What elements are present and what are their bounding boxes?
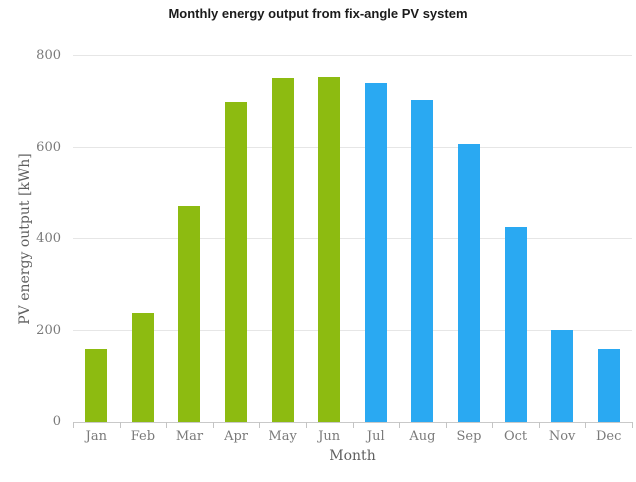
x-axis-boundary-tick <box>585 422 587 428</box>
x-axis-boundary-tick <box>492 422 494 428</box>
bar-jan <box>85 348 108 422</box>
x-tick-label-may: May <box>268 429 297 444</box>
bar-oct <box>504 227 527 422</box>
y-tick-label-400: 400 <box>36 231 61 246</box>
bar-feb <box>131 313 154 422</box>
x-axis-boundary-tick <box>259 422 261 428</box>
gridline-400 <box>73 238 632 239</box>
y-tick-label-0: 0 <box>52 414 61 429</box>
x-tick-label-apr: Apr <box>224 429 248 444</box>
x-tick-label-jun: Jun <box>318 429 341 444</box>
x-axis-boundary-tick <box>73 422 74 428</box>
bar-sep <box>457 143 480 422</box>
x-tick-label-sep: Sep <box>456 429 482 444</box>
gridline-200 <box>73 329 632 331</box>
bar-dec <box>597 348 620 422</box>
chart-title: Monthly energy output from fix-angle PV … <box>168 6 468 21</box>
gridline-800 <box>73 55 632 56</box>
x-axis-boundary-tick <box>119 422 121 428</box>
plot-area <box>73 55 633 428</box>
x-tick-label-mar: Mar <box>175 429 204 444</box>
x-tick-label-nov: Nov <box>548 429 576 444</box>
x-axis-boundary-tick <box>305 422 307 428</box>
x-axis-boundary-tick <box>445 422 447 428</box>
bar-may <box>271 78 294 422</box>
x-axis-boundary-tick <box>399 422 401 428</box>
x-axis-boundary-tick <box>212 422 214 428</box>
y-tick-label-800: 800 <box>36 48 61 63</box>
x-tick-label-aug: Aug <box>409 429 436 444</box>
x-axis-boundary-tick <box>538 422 540 428</box>
bar-nov <box>551 329 574 422</box>
x-axis-boundary-tick <box>166 422 168 428</box>
x-axis-boundary-tick <box>632 422 633 428</box>
x-axis-boundary-tick <box>352 422 354 428</box>
bar-mar <box>178 206 201 422</box>
bar-aug <box>411 100 434 422</box>
gridline-600 <box>73 146 632 148</box>
y-tick-label-600: 600 <box>36 139 61 155</box>
bar-jul <box>364 83 387 422</box>
x-tick-label-feb: Feb <box>130 429 156 444</box>
bar-apr <box>225 101 248 422</box>
x-tick-label-jul: Jul <box>366 429 385 444</box>
bar-jun <box>318 76 341 422</box>
x-tick-label-jan: Jan <box>85 429 107 444</box>
y-tick-label-200: 200 <box>36 322 61 338</box>
x-axis-title: Month <box>329 448 376 464</box>
x-tick-label-dec: Dec <box>596 429 622 444</box>
x-tick-label-oct: Oct <box>503 429 528 444</box>
